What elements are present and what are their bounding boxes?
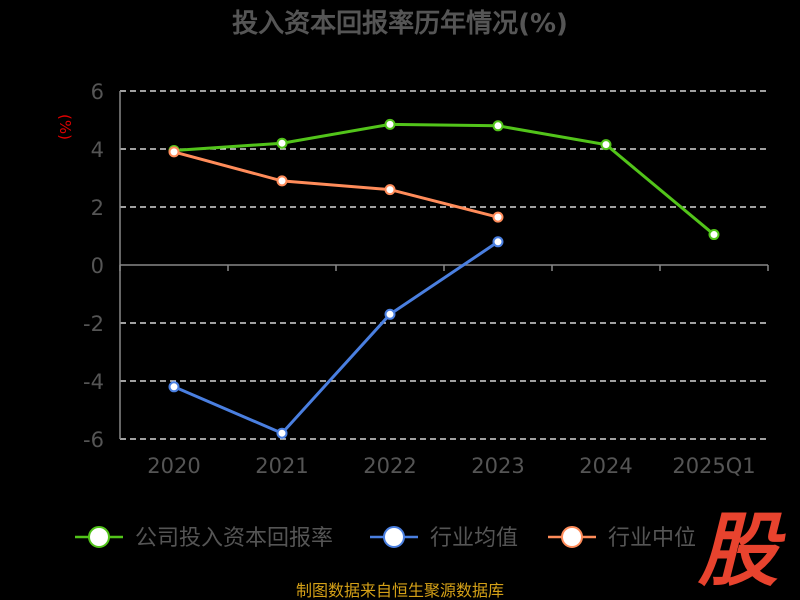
data-point [492, 120, 504, 132]
data-point [276, 175, 288, 187]
legend-item: 行业均值 [370, 526, 518, 551]
data-point [708, 229, 720, 241]
y-tick-label: 0 [91, 254, 104, 278]
series-line [173, 150, 499, 219]
x-tick-label: 2023 [471, 454, 524, 478]
x-tick-labels: 2020 2021 2022 2023 2024 2025Q1 [147, 454, 755, 478]
data-point [168, 146, 180, 158]
y-tick-label: 2 [91, 196, 104, 220]
data-point [492, 236, 504, 248]
grid-lines [120, 90, 768, 440]
series-0 [168, 118, 720, 241]
data-point [492, 211, 504, 223]
legend-marker [88, 526, 110, 548]
data-point [384, 308, 396, 320]
data-point [276, 137, 288, 149]
data-point [600, 139, 612, 151]
legend-item: 行业中位 [548, 526, 696, 551]
x-tick-label: 2020 [147, 454, 200, 478]
legend-label: 公司投入资本回报率 [135, 526, 333, 551]
series-1 [168, 236, 504, 439]
y-tick-label: -6 [83, 428, 104, 452]
data-point [276, 427, 288, 439]
y-tick-labels: 6 4 2 0 -2 -4 -6 [83, 80, 104, 452]
legend-label: 行业中位 [608, 526, 696, 551]
data-point [384, 118, 396, 130]
legend-marker [561, 526, 583, 548]
data-source-note: 制图数据来自恒生聚源数据库 [296, 581, 504, 600]
y-tick-label: 4 [91, 138, 104, 162]
y-axis-label: (%) [56, 114, 74, 140]
legend-marker [383, 526, 405, 548]
x-tick-label: 2025Q1 [672, 454, 755, 478]
y-tick-label: -2 [83, 312, 104, 336]
y-tick-label: 6 [91, 80, 104, 104]
x-tick-label: 2024 [579, 454, 632, 478]
series-2 [168, 146, 504, 223]
legend-label: 行业均值 [430, 526, 518, 551]
legend-item: 公司投入资本回报率 [75, 526, 333, 551]
series-lines [168, 118, 720, 439]
axes [119, 91, 769, 439]
series-line [173, 122, 715, 236]
y-tick-label: -4 [83, 370, 104, 394]
series-line [173, 240, 499, 436]
data-point [168, 381, 180, 393]
chart-title: 投入资本回报率历年情况(%) [232, 8, 568, 39]
data-point [384, 184, 396, 196]
x-tick-label: 2022 [363, 454, 416, 478]
brand-logo: 股 [697, 504, 786, 597]
x-tick-label: 2021 [255, 454, 308, 478]
legend: 公司投入资本回报率 行业均值 行业中位 [75, 526, 696, 551]
